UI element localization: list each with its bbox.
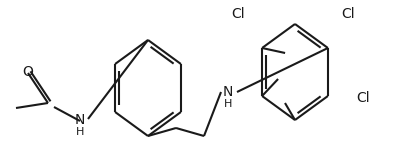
Text: H: H — [224, 99, 232, 109]
Text: N: N — [75, 113, 85, 127]
Text: O: O — [23, 65, 34, 79]
Text: Cl: Cl — [356, 91, 370, 105]
Text: Cl: Cl — [341, 7, 355, 21]
Text: N: N — [223, 85, 233, 99]
Text: Cl: Cl — [231, 7, 245, 21]
Text: H: H — [76, 127, 84, 137]
